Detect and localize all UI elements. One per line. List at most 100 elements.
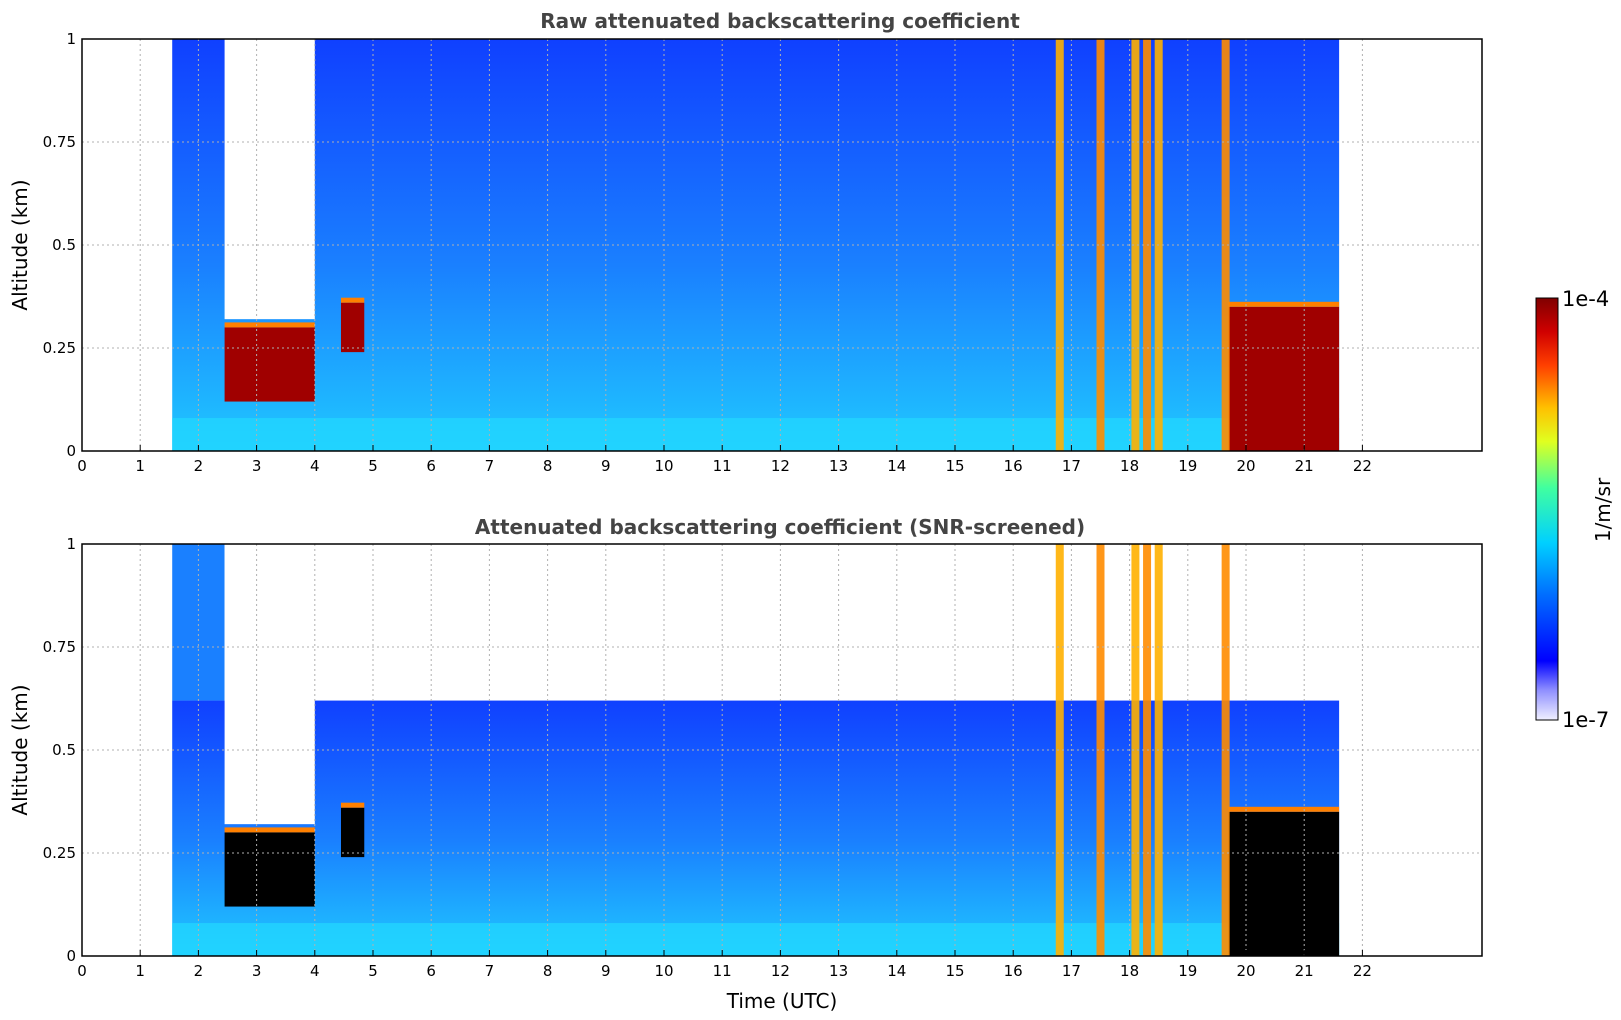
y-tick-label: 1 — [66, 535, 76, 553]
x-tick-label: 7 — [485, 962, 495, 980]
y-tick-labels: 0 0.25 0.5 0.75 1 — [43, 535, 76, 965]
x-tick-labels: 0 1 2 3 4 5 6 7 8 9 10 11 12 13 14 15 16 17 18 19 20 21 22 — [77, 457, 1372, 475]
clear-air-gap — [224, 544, 315, 825]
backscatter-field — [172, 544, 225, 701]
strong-layer — [340, 302, 365, 353]
x-tick-label: 19 — [1178, 457, 1197, 475]
clear-air-gap — [224, 39, 315, 320]
x-tick-label: 5 — [368, 457, 378, 475]
x-tick-label: 14 — [887, 962, 906, 980]
x-tick-label: 18 — [1120, 962, 1139, 980]
x-tick-label: 2 — [194, 457, 204, 475]
strong-layer — [224, 327, 315, 402]
x-tick-label: 4 — [310, 457, 320, 475]
y-tick-label: 0 — [66, 947, 76, 965]
y-tick-label: 1 — [66, 30, 76, 48]
y-tick-label: 0 — [66, 442, 76, 460]
x-tick-label: 8 — [543, 962, 553, 980]
x-tick-label: 3 — [252, 962, 262, 980]
x-tick-label: 14 — [887, 457, 906, 475]
x-tick-label: 16 — [1004, 457, 1023, 475]
x-tick-label: 17 — [1062, 962, 1081, 980]
x-tick-label: 6 — [426, 962, 436, 980]
raw-backscatter-panel: Raw attenuated backscattering coefficien… — [8, 9, 1483, 475]
y-tick-label: 0.5 — [52, 236, 76, 254]
x-tick-labels: 0 1 2 3 4 5 6 7 8 9 10 11 12 13 14 15 16 17 18 19 20 21 22 — [77, 962, 1372, 980]
plot-frame — [81, 543, 1483, 957]
colorbar-label: 1/m/sr — [1591, 477, 1615, 542]
strong-column — [1055, 39, 1064, 451]
x-tick-label: 10 — [654, 962, 673, 980]
strong-column — [1131, 39, 1140, 451]
surface-band — [172, 923, 1340, 956]
x-tick-label: 5 — [368, 962, 378, 980]
x-tick-label: 15 — [945, 962, 964, 980]
heatmap-layer — [172, 544, 1340, 956]
y-tick-label: 0.5 — [52, 741, 76, 759]
x-tick-label: 15 — [945, 457, 964, 475]
x-tick-label: 0 — [77, 457, 87, 475]
y-tick-label: 0.25 — [43, 844, 76, 862]
y-axis-label: Altitude (km) — [8, 684, 32, 815]
colorbar-max-label: 1e-4 — [1562, 287, 1609, 311]
strong-layer — [1228, 306, 1340, 451]
y-tick-label: 0.75 — [43, 638, 76, 656]
x-tick-label: 13 — [829, 962, 848, 980]
x-tick-label: 21 — [1295, 962, 1314, 980]
strong-column — [1055, 544, 1064, 956]
y-tick-label: 0.25 — [43, 339, 76, 357]
strong-column — [1096, 544, 1105, 956]
x-tick-label: 16 — [1004, 962, 1023, 980]
layer-edge — [224, 827, 315, 833]
surface-band — [172, 418, 1340, 451]
x-tick-label: 18 — [1120, 457, 1139, 475]
x-tick-label: 2 — [194, 962, 204, 980]
x-tick-label: 10 — [654, 457, 673, 475]
x-tick-label: 0 — [77, 962, 87, 980]
x-tick-label: 22 — [1353, 457, 1372, 475]
panel-title: Attenuated backscattering coefficient (S… — [475, 515, 1085, 539]
x-tick-label: 19 — [1178, 962, 1197, 980]
strong-layer — [340, 807, 365, 858]
strong-column — [1221, 544, 1230, 956]
colorbar-gradient — [1535, 297, 1559, 721]
layer-edge — [340, 297, 365, 303]
strong-layer — [224, 832, 315, 907]
x-tick-label: 1 — [135, 962, 145, 980]
x-tick-label: 9 — [601, 457, 611, 475]
x-tick-label: 17 — [1062, 457, 1081, 475]
panel-title: Raw attenuated backscattering coefficien… — [540, 9, 1020, 33]
y-tick-label: 0.75 — [43, 133, 76, 151]
x-tick-label: 12 — [771, 457, 790, 475]
screened-backscatter-panel: Attenuated backscattering coefficient (S… — [8, 515, 1483, 1013]
colorbar: 1e-4 1e-7 1/m/sr — [1535, 287, 1615, 732]
y-axis-label: Altitude (km) — [8, 179, 32, 310]
layer-edge — [1228, 806, 1340, 812]
y-tick-labels: 0 0.25 0.5 0.75 1 — [43, 30, 76, 460]
x-axis-label: Time (UTC) — [726, 989, 838, 1013]
x-tick-label: 21 — [1295, 457, 1314, 475]
x-tick-label: 13 — [829, 457, 848, 475]
x-tick-label: 20 — [1236, 962, 1255, 980]
plot-frame — [81, 38, 1483, 452]
x-tick-label: 22 — [1353, 962, 1372, 980]
strong-layer — [1228, 811, 1340, 956]
strong-column — [1131, 544, 1140, 956]
x-tick-label: 7 — [485, 457, 495, 475]
x-tick-label: 4 — [310, 962, 320, 980]
layer-edge — [340, 802, 365, 808]
x-tick-label: 3 — [252, 457, 262, 475]
x-tick-label: 11 — [713, 457, 732, 475]
x-tick-label: 9 — [601, 962, 611, 980]
strong-column — [1221, 39, 1230, 451]
strong-column — [1096, 39, 1105, 451]
x-tick-label: 1 — [135, 457, 145, 475]
x-tick-label: 6 — [426, 457, 436, 475]
x-tick-label: 12 — [771, 962, 790, 980]
x-tick-label: 20 — [1236, 457, 1255, 475]
colorbar-min-label: 1e-7 — [1562, 708, 1609, 732]
x-tick-label: 8 — [543, 457, 553, 475]
x-tick-label: 11 — [713, 962, 732, 980]
layer-edge — [224, 322, 315, 328]
